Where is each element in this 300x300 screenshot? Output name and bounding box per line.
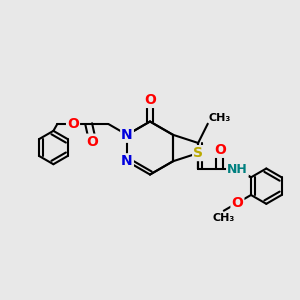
Text: CH₃: CH₃ bbox=[209, 113, 231, 123]
Text: O: O bbox=[144, 93, 156, 107]
Text: N: N bbox=[121, 154, 133, 168]
Text: N: N bbox=[121, 128, 133, 142]
Text: CH₃: CH₃ bbox=[213, 213, 235, 223]
Text: O: O bbox=[214, 143, 226, 157]
Text: O: O bbox=[232, 196, 243, 210]
Text: NH: NH bbox=[227, 163, 248, 176]
Text: O: O bbox=[67, 117, 79, 131]
Text: S: S bbox=[193, 146, 203, 160]
Text: O: O bbox=[87, 135, 99, 149]
